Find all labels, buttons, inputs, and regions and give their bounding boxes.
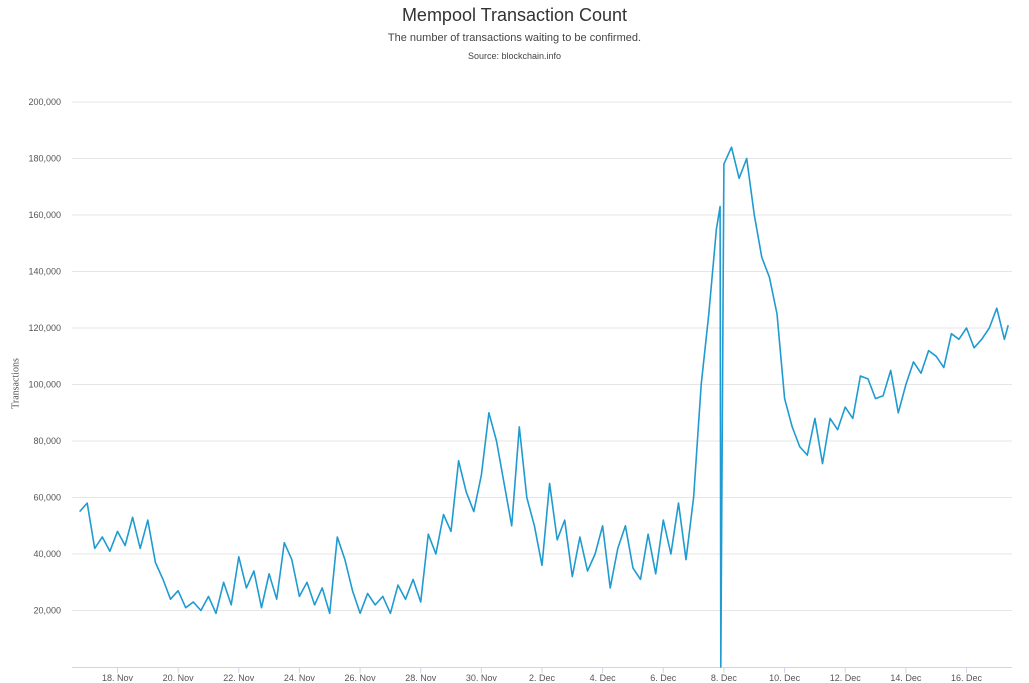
series-group: [79, 146, 1009, 668]
x-tick-label: 2. Dec: [529, 673, 556, 683]
x-tick-label: 20. Nov: [163, 673, 195, 683]
y-tick-label: 180,000: [28, 154, 61, 164]
y-tick-label: 120,000: [28, 323, 61, 333]
y-axis-ticks: 20,000 40,000 60,000 80,000 100,000 120,000 14…: [28, 97, 61, 616]
x-tick-label: 10. Dec: [769, 673, 801, 683]
x-tick-label: 14. Dec: [890, 673, 922, 683]
x-tick-label: 18. Nov: [102, 673, 134, 683]
chart-subtitle: The number of transactions waiting to be…: [387, 32, 642, 44]
gridlines: [72, 101, 1012, 611]
x-tick-label: 12. Dec: [830, 673, 862, 683]
y-tick-label: 100,000: [28, 380, 61, 390]
x-tick-label: 26. Nov: [345, 673, 377, 683]
x-tick-label: 6. Dec: [650, 673, 677, 683]
y-tick-label: 140,000: [28, 267, 61, 277]
chart-title: Mempool Transaction Count: [401, 5, 628, 25]
series-line: [79, 146, 1009, 668]
x-tick-label: 30. Nov: [466, 673, 498, 683]
x-tick-label: 24. Nov: [284, 673, 316, 683]
y-tick-label: 20,000: [33, 606, 61, 616]
x-axis: 18. Nov 20. Nov 22. Nov 24. Nov 26. Nov 28. N…: [72, 667, 1012, 683]
x-tick-label: 22. Nov: [223, 673, 255, 683]
x-tick-label: 28. Nov: [405, 673, 437, 683]
x-tick-label: 16. Dec: [951, 673, 983, 683]
y-tick-label: 60,000: [33, 493, 61, 503]
y-tick-label: 40,000: [33, 549, 61, 559]
x-tick-label: 8. Dec: [711, 673, 738, 683]
y-tick-label: 160,000: [28, 210, 61, 220]
y-tick-label: 200,000: [28, 97, 61, 107]
y-tick-label: 80,000: [33, 436, 61, 446]
x-tick-label: 4. Dec: [590, 673, 617, 683]
chart-source: Source: blockchain.info: [467, 51, 562, 61]
